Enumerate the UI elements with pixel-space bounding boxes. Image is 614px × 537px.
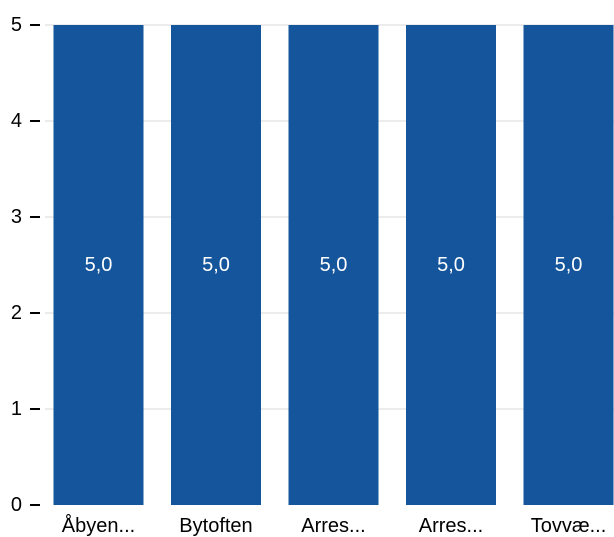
data-labels: 5,0 5,0 5,0 5,0 5,0	[85, 254, 583, 276]
x-tick-label: Arres...	[419, 515, 483, 537]
bar	[53, 25, 144, 505]
y-tick-label: 1	[11, 398, 22, 420]
x-tick-label: Tovvæ...	[531, 515, 607, 537]
bar	[523, 25, 614, 505]
x-tick-label: Bytoften	[179, 515, 252, 537]
bar-value-label: 5,0	[437, 254, 465, 276]
y-tick-label: 5	[11, 14, 22, 36]
y-tick-label: 0	[11, 494, 22, 516]
bar	[406, 25, 496, 505]
bars	[53, 25, 614, 505]
bar	[288, 25, 379, 505]
bar	[171, 25, 261, 505]
y-tick-label: 4	[11, 110, 22, 132]
bar-value-label: 5,0	[320, 254, 348, 276]
y-axis: 0 1 2 3 4 5	[11, 14, 40, 516]
y-tick-label: 3	[11, 206, 22, 228]
x-tick-label: Arres...	[301, 515, 365, 537]
bar-value-label: 5,0	[555, 254, 583, 276]
bar-value-label: 5,0	[85, 254, 113, 276]
x-tick-label: Åbyen...	[62, 514, 135, 537]
bar-value-label: 5,0	[202, 254, 230, 276]
x-axis: Åbyen... Bytoften Arres... Arres... Tovvæ...	[62, 514, 606, 537]
y-tick-label: 2	[11, 302, 22, 324]
